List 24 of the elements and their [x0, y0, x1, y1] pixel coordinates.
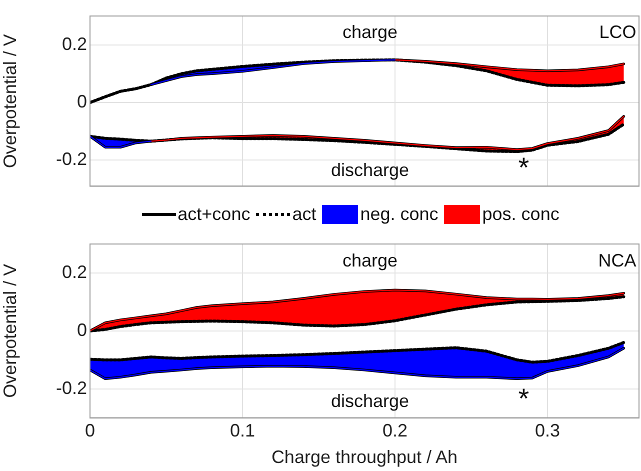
annotation: charge [342, 250, 398, 270]
x-tick-label: 0.2 [382, 420, 408, 441]
x-tick-label: 0.3 [534, 420, 560, 441]
y-tick-label: 0.2 [62, 34, 87, 54]
y-tick-label: 0 [76, 320, 87, 340]
legend-label: act+conc [178, 204, 250, 224]
annotation: discharge [330, 160, 410, 180]
annotation: LCO [599, 22, 636, 42]
y-axis-title: Overpotential / V [0, 34, 20, 168]
x-tick-label: 0.1 [230, 420, 256, 441]
annotation: * [518, 383, 530, 414]
annotation: NCA [598, 250, 636, 270]
y-axis-title: Overpotential / V [0, 264, 20, 398]
y-tick-label: -0.2 [56, 149, 87, 170]
annotation: * [518, 152, 530, 183]
x-axis-title: Charge throughput / Ah [271, 447, 458, 468]
y-tick-label: 0.2 [62, 262, 87, 282]
legend-label: pos. conc [482, 204, 560, 224]
annotation: charge [342, 22, 398, 42]
legend-label: act [292, 204, 316, 224]
y-tick-label: 0 [76, 92, 87, 112]
legend-label: neg. conc [360, 204, 438, 224]
y-tick-label: -0.2 [56, 378, 87, 398]
annotation: discharge [330, 391, 410, 412]
